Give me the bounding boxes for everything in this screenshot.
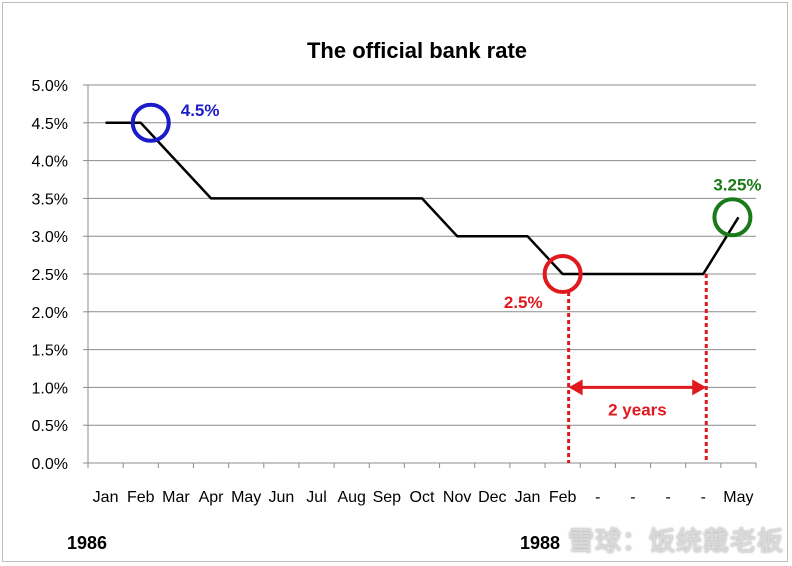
annotation-label: 3.25% (713, 175, 761, 194)
x-tick-label: Dec (478, 489, 506, 506)
y-tick-label: 2.0% (32, 305, 68, 322)
x-tick-label: Jan (515, 489, 541, 506)
x-tick-label: Mar (162, 489, 190, 506)
series-line (105, 121, 740, 276)
y-tick-label: 0.0% (32, 456, 68, 473)
series-layer (105, 121, 740, 276)
y-tick-label: 4.5% (32, 116, 68, 133)
chart-title: The official bank rate (307, 38, 527, 63)
annotation-label: 2.5% (504, 293, 543, 312)
y-tick-label: 3.5% (32, 191, 68, 208)
x-tick-label: Feb (127, 489, 155, 506)
x-tick-label: - (665, 489, 670, 506)
year-label-end: 1988 (520, 533, 560, 553)
span-arrowhead-left (568, 379, 583, 396)
y-tick-labels: 0.0% 0.5% 1.0% 1.5% 2.0% 2.5% 3.0% 3.5% 4.0% 4.5%… (32, 78, 68, 473)
x-tick-label: - (630, 489, 635, 506)
x-tick-label: - (595, 489, 600, 506)
x-tick-label: May (231, 489, 261, 506)
x-tick-label: Sep (373, 489, 402, 506)
x-tick-label: Apr (199, 489, 225, 506)
span-label: 2 years (608, 400, 667, 419)
y-tick-label: 2.5% (32, 267, 68, 284)
highlight-circle (542, 254, 583, 294)
y-tick-label: 5.0% (32, 78, 68, 95)
annotations: 4.5% 2.5% 3.25% 2 years (130, 101, 762, 463)
watermark-text: 雪球：饭统戴老板 (567, 526, 784, 556)
highlight-circle (130, 102, 171, 143)
axes (83, 84, 757, 468)
x-tick-labels: Jan Feb Mar Apr May Jun Jul Aug Sep Oct Nov Dec Jan F… (93, 489, 754, 506)
x-tick-label: Aug (337, 489, 365, 506)
y-tick-label: 1.5% (32, 343, 68, 360)
y-tick-label: 4.0% (32, 154, 68, 171)
annotation-label: 4.5% (181, 101, 220, 120)
x-tick-label: Jul (306, 489, 326, 506)
x-tick-label: May (723, 489, 753, 506)
x-tick-label: Jan (93, 489, 119, 506)
x-tick-label: Feb (549, 489, 577, 506)
y-tick-label: 3.0% (32, 229, 68, 246)
span-arrowhead-right (692, 379, 707, 396)
x-tick-label: - (701, 489, 706, 506)
highlight-circle (712, 197, 753, 238)
y-tick-label: 0.5% (32, 418, 68, 435)
x-tick-label: Nov (443, 489, 471, 506)
x-tick-label: Oct (410, 489, 435, 506)
x-tick-label: Jun (268, 489, 294, 506)
year-label-start: 1986 (67, 533, 107, 553)
y-tick-label: 1.0% (32, 380, 68, 397)
